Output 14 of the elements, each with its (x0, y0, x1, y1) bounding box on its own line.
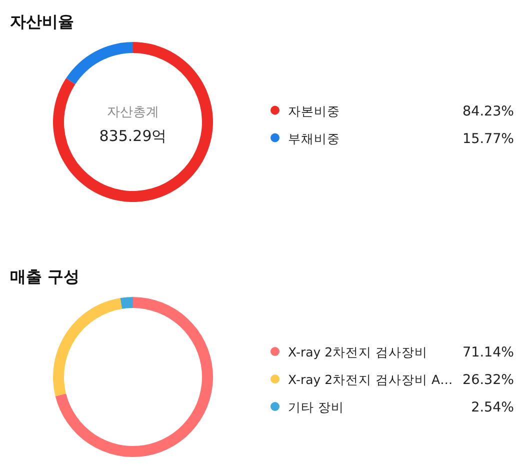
data-label: 26.32% (462, 372, 514, 388)
legend-label: X-ray 2차전지 검사장비 (288, 344, 428, 360)
text: 자산총계 (107, 105, 159, 120)
data-label: 84.23% (462, 103, 514, 120)
data-label: 15.77% (462, 130, 514, 147)
legend-label: 기타 장비 (288, 400, 344, 414)
chart-title: 매출 구성 (10, 267, 80, 286)
legend-label: 부채비중 (288, 130, 340, 146)
text: 835.29억 (99, 127, 167, 145)
data-label: 71.14% (462, 344, 514, 360)
chart-title: 자산비율 (10, 12, 74, 31)
legend-label: 자본비중 (288, 103, 340, 118)
data-label: 2.54% (471, 400, 514, 416)
legend-label: X-ray 2차전지 검사장비 A… (288, 372, 453, 387)
